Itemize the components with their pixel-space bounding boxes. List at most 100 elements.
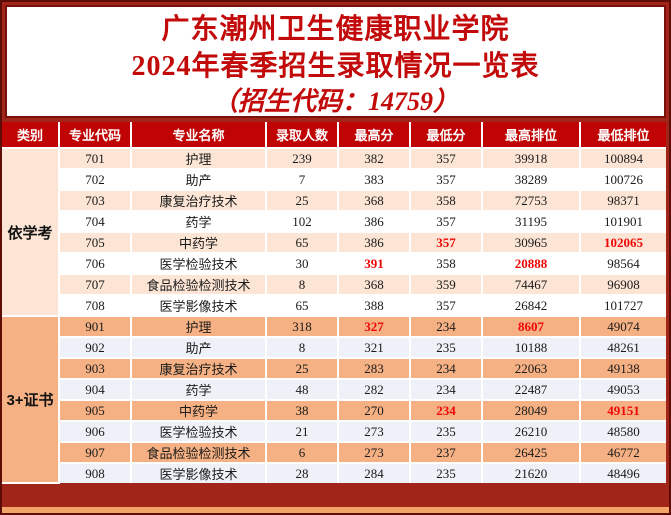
cell-min_rank: 100894 [579, 147, 666, 170]
cell-min_score: 357 [409, 294, 483, 317]
cell-max_rank: 72753 [481, 189, 581, 212]
cell-min_score: 237 [409, 441, 483, 464]
cell-min_rank: 98564 [579, 252, 666, 275]
cell-code: 702 [58, 168, 132, 191]
table-header-row: 类别 专业代码 专业名称 录取人数 最高分 最低分 最高排位 最低排位 [2, 122, 666, 149]
cell-min_rank: 49151 [579, 399, 666, 422]
cell-min_score: 357 [409, 168, 483, 191]
cell-max_rank: 22487 [481, 378, 581, 401]
cell-min_rank: 102065 [579, 231, 666, 254]
enrollment-code: （招生代码：14759） [211, 87, 459, 116]
table-row: 905 中药学 38 270 234 28049 49151 [2, 399, 666, 422]
cell-max_score: 284 [337, 462, 411, 483]
cell-max_score: 321 [337, 336, 411, 359]
cell-max_score: 327 [337, 315, 411, 338]
cell-major: 食品检验检测技术 [130, 441, 267, 464]
cell-max_score: 283 [337, 357, 411, 380]
cell-max_rank: 74467 [481, 273, 581, 296]
table-row: 702 助产 7 383 357 38289 100726 [2, 168, 666, 191]
cell-max_score: 282 [337, 378, 411, 401]
cell-max_rank: 21620 [481, 462, 581, 483]
page-title: 2024年春季招生录取情况一览表 [131, 51, 540, 82]
table-row: 902 助产 8 321 235 10188 48261 [2, 336, 666, 359]
cell-code: 705 [58, 231, 132, 254]
cell-code: 707 [58, 273, 132, 296]
cell-major: 医学检验技术 [130, 252, 267, 275]
cell-min_rank: 96908 [579, 273, 666, 296]
table-row: 3+证书 901 护理 318 327 234 8607 49074 [2, 315, 666, 484]
cell-min_rank: 46772 [579, 441, 666, 464]
cell-count: 25 [265, 357, 339, 380]
cell-max_score: 270 [337, 399, 411, 422]
cell-max_rank: 38289 [481, 168, 581, 191]
cell-code: 908 [58, 462, 132, 483]
cell-min_rank: 49074 [579, 315, 666, 338]
cell-max_score: 383 [337, 168, 411, 191]
cell-min_score: 357 [409, 210, 483, 233]
cell-count: 65 [265, 294, 339, 317]
cell-min_score: 234 [409, 399, 483, 422]
bottom-orange-strip [2, 507, 669, 513]
table-row: 906 医学检验技术 21 273 235 26210 48580 [2, 420, 666, 443]
cell-count: 6 [265, 441, 339, 464]
cell-min_score: 234 [409, 315, 483, 338]
cell-count: 48 [265, 378, 339, 401]
table-row: 903 康复治疗技术 25 283 234 22063 49138 [2, 357, 666, 380]
cell-max_score: 391 [337, 252, 411, 275]
table-row: 704 药学 102 386 357 31195 101901 [2, 210, 666, 233]
cell-code: 706 [58, 252, 132, 275]
category-cell: 依学考 [2, 147, 60, 317]
cell-major: 医学影像技术 [130, 294, 267, 317]
cell-code: 907 [58, 441, 132, 464]
cell-code: 703 [58, 189, 132, 212]
column-header-5: 最低分 [409, 122, 483, 149]
cell-min_rank: 98371 [579, 189, 666, 212]
column-header-3: 录取人数 [265, 122, 339, 149]
cell-code: 906 [58, 420, 132, 443]
cell-min_rank: 49053 [579, 378, 666, 401]
cell-major: 医学检验技术 [130, 420, 267, 443]
cell-count: 38 [265, 399, 339, 422]
cell-max_rank: 10188 [481, 336, 581, 359]
cell-count: 65 [265, 231, 339, 254]
cell-min_rank: 101727 [579, 294, 666, 317]
cell-max_rank: 8607 [481, 315, 581, 338]
cell-min_rank: 101901 [579, 210, 666, 233]
cell-min_rank: 100726 [579, 168, 666, 191]
cell-max_rank: 22063 [481, 357, 581, 380]
category-cell: 3+证书 [2, 315, 60, 484]
column-header-4: 最高分 [337, 122, 411, 149]
cell-max_score: 388 [337, 294, 411, 317]
table-row: 708 医学影像技术 65 388 357 26842 101727 [2, 294, 666, 317]
cell-min_score: 234 [409, 378, 483, 401]
column-header-7: 最低排位 [579, 122, 666, 149]
cell-min_score: 357 [409, 147, 483, 170]
cell-min_rank: 48261 [579, 336, 666, 359]
cell-max_score: 368 [337, 189, 411, 212]
cell-major: 康复治疗技术 [130, 357, 267, 380]
cell-count: 21 [265, 420, 339, 443]
cell-max_score: 368 [337, 273, 411, 296]
cell-min_score: 235 [409, 420, 483, 443]
cell-max_score: 386 [337, 231, 411, 254]
college-name: 广东潮州卫生健康职业学院 [161, 14, 510, 45]
cell-major: 助产 [130, 336, 267, 359]
cell-min_rank: 48496 [579, 462, 666, 483]
column-header-0: 类别 [2, 122, 60, 149]
cell-major: 助产 [130, 168, 267, 191]
admission-results-table: 类别 专业代码 专业名称 录取人数 最高分 最低分 最高排位 最低排位 依学考 701 护理 239… [2, 122, 666, 484]
column-header-2: 专业名称 [130, 122, 267, 149]
title-box: 广东潮州卫生健康职业学院 2024年春季招生录取情况一览表 （招生代码：1475… [5, 5, 666, 118]
cell-major: 药学 [130, 378, 267, 401]
cell-code: 708 [58, 294, 132, 317]
table-row: 908 医学影像技术 28 284 235 21620 48496 [2, 462, 666, 483]
cell-count: 8 [265, 273, 339, 296]
cell-max_score: 386 [337, 210, 411, 233]
cell-major: 药学 [130, 210, 267, 233]
column-header-6: 最高排位 [481, 122, 581, 149]
cell-major: 食品检验检测技术 [130, 273, 267, 296]
cell-major: 中药学 [130, 399, 267, 422]
cell-major: 护理 [130, 147, 267, 170]
cell-code: 905 [58, 399, 132, 422]
cell-code: 902 [58, 336, 132, 359]
